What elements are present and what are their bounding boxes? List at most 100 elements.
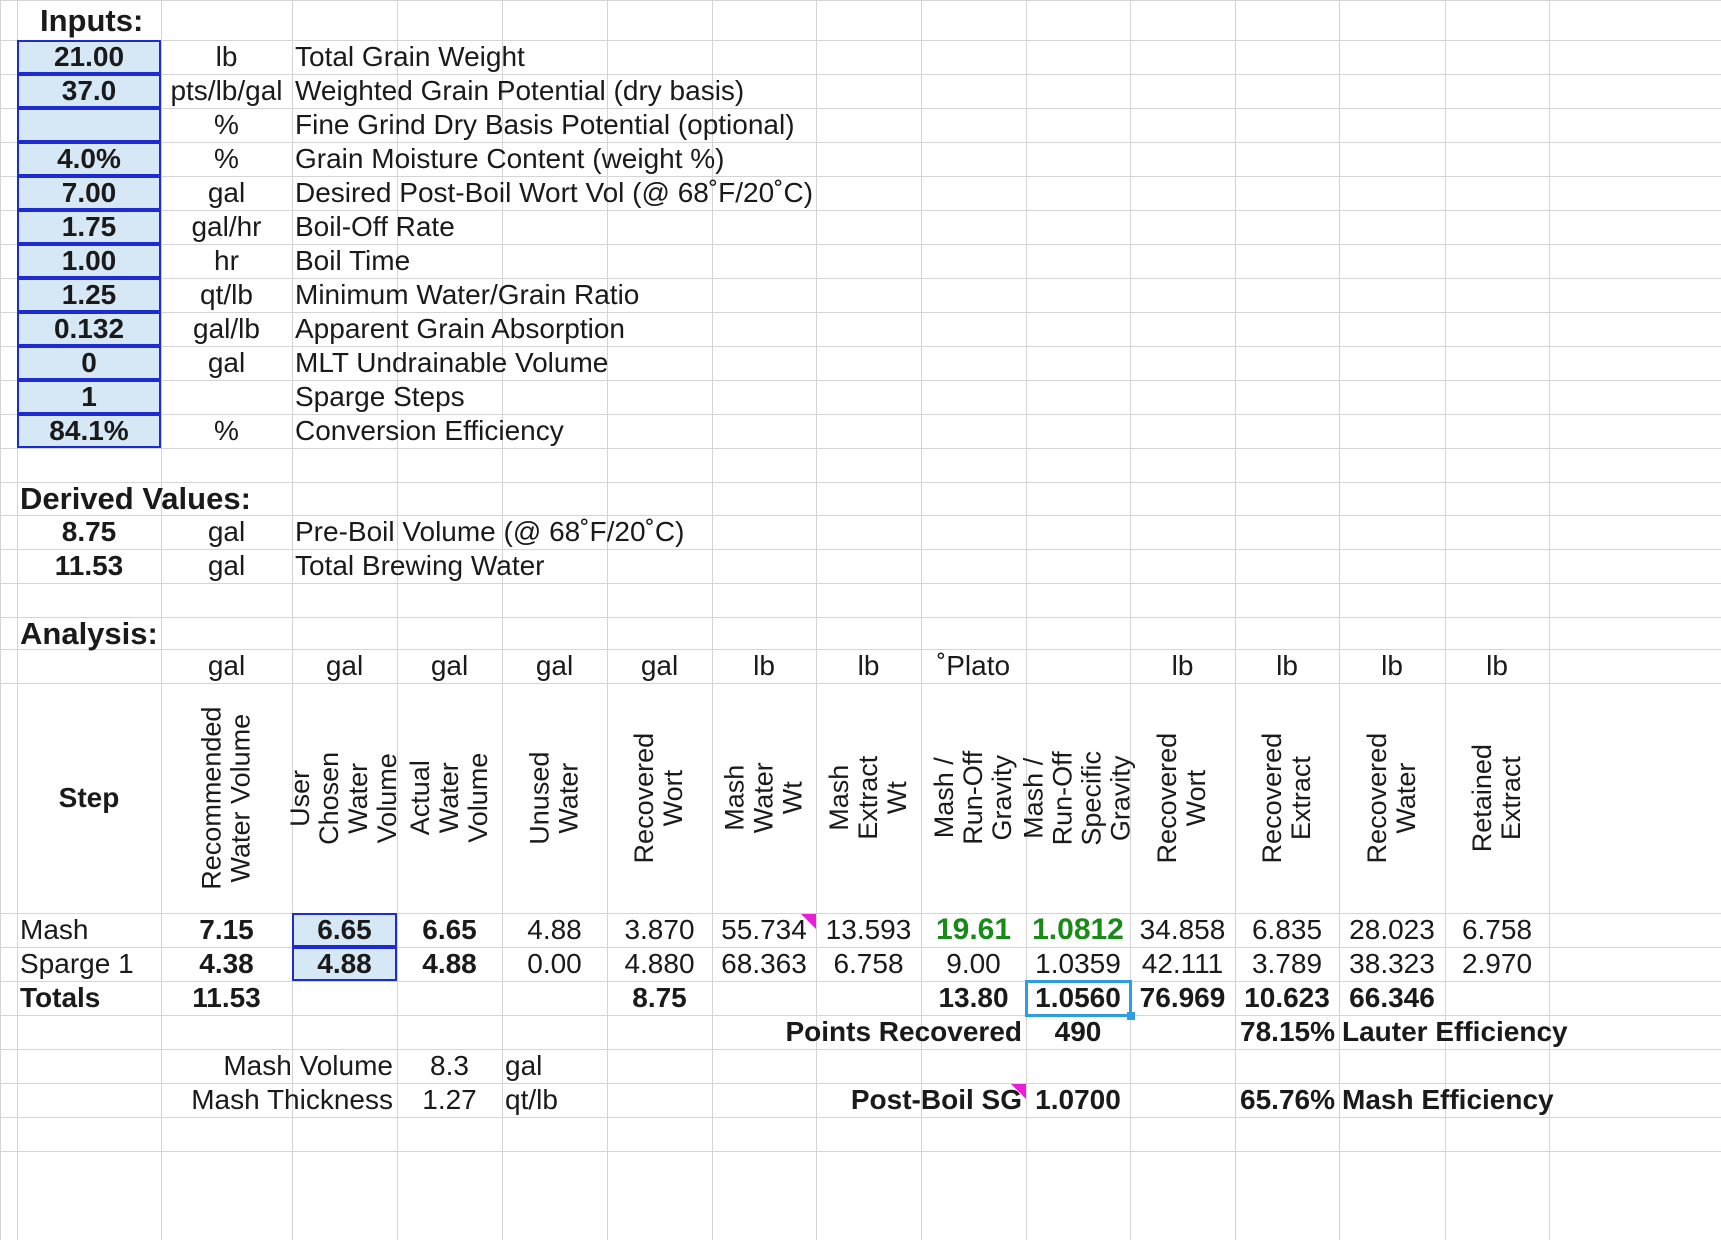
totals-recovered-water[interactable]: 66.346 [1349,982,1435,1013]
input-unit: qt/lb [200,279,253,310]
unit-header: gal [535,650,574,681]
data-cell[interactable]: 42.111 [1141,948,1224,979]
column-header-text: Recovered Wort [629,732,689,864]
data-cell[interactable]: 4.88 [292,947,397,981]
comment-indicator-icon[interactable] [801,914,816,929]
comment-indicator-icon[interactable] [1011,1084,1026,1099]
row-gridline [0,278,1721,279]
column-header-cell[interactable]: Recovered Wort [607,683,712,913]
column-header-cell[interactable]: Unused Water [502,683,607,913]
totals-specific-gravity[interactable]: 1.0560 [1035,982,1121,1013]
data-cell[interactable]: 38.323 [1349,948,1435,979]
column-header-cell[interactable]: Recovered Water [1339,683,1445,913]
mash-thickness-unit: qt/lb [505,1084,558,1115]
input-value-cell[interactable]: 1.75 [17,210,161,244]
input-unit: % [214,143,239,174]
data-cell[interactable]: 55.734 [721,914,807,945]
column-header-text: Mash / Run-Off Specific Gravity [1018,750,1137,846]
post-boil-sg-value[interactable]: 1.0700 [1035,1084,1121,1115]
mash-efficiency-value[interactable]: 65.76% [1240,1084,1335,1115]
input-value-cell[interactable] [17,108,161,142]
data-cell[interactable]: 19.61 [935,913,1012,946]
data-cell[interactable]: 4.880 [624,948,695,979]
column-gridline [1445,0,1446,1240]
data-cell[interactable]: 2.970 [1461,948,1533,979]
data-cell[interactable]: 7.15 [199,914,254,945]
row-gridline [0,346,1721,347]
derived-value[interactable]: 8.75 [61,516,117,547]
data-cell[interactable]: 3.870 [624,914,695,945]
totals-recovered-wort[interactable]: 8.75 [632,982,687,1013]
totals-recovered-wort-wt[interactable]: 76.969 [1139,982,1226,1013]
column-header-text: Retained Extract [1466,743,1526,853]
column-gridline [1549,0,1550,1240]
column-header-cell[interactable]: Mash / Run-Off Specific Gravity [1019,683,1136,913]
data-cell[interactable]: 4.88 [527,914,582,945]
input-value-cell[interactable]: 0 [17,346,161,380]
totals-gravity[interactable]: 13.80 [938,982,1009,1013]
mash-thickness-value[interactable]: 1.27 [422,1084,477,1115]
column-header-cell[interactable]: Recovered Extract [1235,683,1339,913]
derived-unit: gal [207,550,246,581]
column-header-cell[interactable]: Recommended Water Volume [161,683,292,913]
unit-header: ˚Plato [936,650,1011,681]
row-gridline [0,244,1721,245]
data-cell[interactable]: 34.858 [1139,914,1226,945]
column-header-cell[interactable]: Retained Extract [1445,683,1549,913]
column-gridline [921,0,922,1240]
data-cell[interactable]: 6.65 [292,913,397,947]
input-value-cell[interactable]: 84.1% [17,414,161,448]
column-header-cell[interactable]: User Chosen Water Volume [285,683,402,913]
column-header-cell[interactable]: Mash / Run-Off Gravity [921,683,1026,913]
data-cell[interactable]: 6.65 [422,914,477,945]
totals-recovered-extract[interactable]: 10.623 [1244,982,1330,1013]
points-recovered-value[interactable]: 490 [1054,1016,1102,1047]
derived-value[interactable]: 11.53 [54,550,124,581]
data-cell[interactable]: 6.835 [1251,914,1323,945]
column-header-cell[interactable]: Mash Extract Wt [816,683,921,913]
data-cell[interactable]: 28.023 [1349,914,1435,945]
data-cell[interactable]: 13.593 [825,914,912,945]
input-unit: % [214,415,239,446]
data-cell[interactable]: 6.758 [1461,914,1533,945]
input-value-cell[interactable]: 4.0% [17,142,161,176]
mash-efficiency-label: Mash Efficiency [1342,1084,1554,1115]
input-label: Boil Time [295,245,411,276]
data-cell[interactable]: 1.0359 [1035,948,1121,979]
row-gridline [0,40,1721,41]
data-cell[interactable]: 68.363 [721,948,807,979]
column-header-cell[interactable]: Recovered Wort [1130,683,1235,913]
data-cell[interactable]: 3.789 [1251,948,1323,979]
data-cell[interactable]: 0.00 [527,948,582,979]
column-gridline [712,0,713,1240]
row-gridline [0,448,1721,449]
analysis-heading: Analysis: [20,615,158,651]
points-recovered-label: Points Recovered [785,1016,1022,1047]
column-header-cell[interactable]: Actual Water Volume [397,683,502,913]
data-cell[interactable]: 9.00 [946,948,1001,979]
input-value-cell[interactable]: 37.0 [17,74,161,108]
lauter-efficiency-value[interactable]: 78.15% [1240,1016,1335,1047]
row-gridline [0,617,1721,618]
input-value-cell[interactable]: 1.00 [17,244,161,278]
mash-volume-value[interactable]: 8.3 [430,1050,469,1081]
input-value-cell[interactable]: 1.25 [17,278,161,312]
fill-handle[interactable] [1127,1012,1135,1020]
data-cell[interactable]: 1.0812 [1032,913,1124,946]
totals-recommended[interactable]: 11.53 [192,982,261,1013]
row-gridline [0,1049,1721,1050]
column-gridline [1026,0,1027,1240]
totals-label: Totals [20,982,101,1013]
data-cell[interactable]: 4.38 [199,948,254,979]
data-cell[interactable]: 6.758 [833,948,904,979]
input-value-cell[interactable]: 7.00 [17,176,161,210]
column-header-cell[interactable]: Mash Water Wt [712,683,816,913]
step-header: Step [58,782,120,813]
data-cell[interactable]: 4.88 [422,948,477,979]
column-header-text: Actual Water Volume [404,752,494,844]
input-value-cell[interactable]: 0.132 [17,312,161,346]
input-label: Grain Moisture Content (weight %) [295,143,725,174]
input-value-cell[interactable]: 1 [17,380,161,414]
input-value-cell[interactable]: 21.00 [17,40,161,74]
